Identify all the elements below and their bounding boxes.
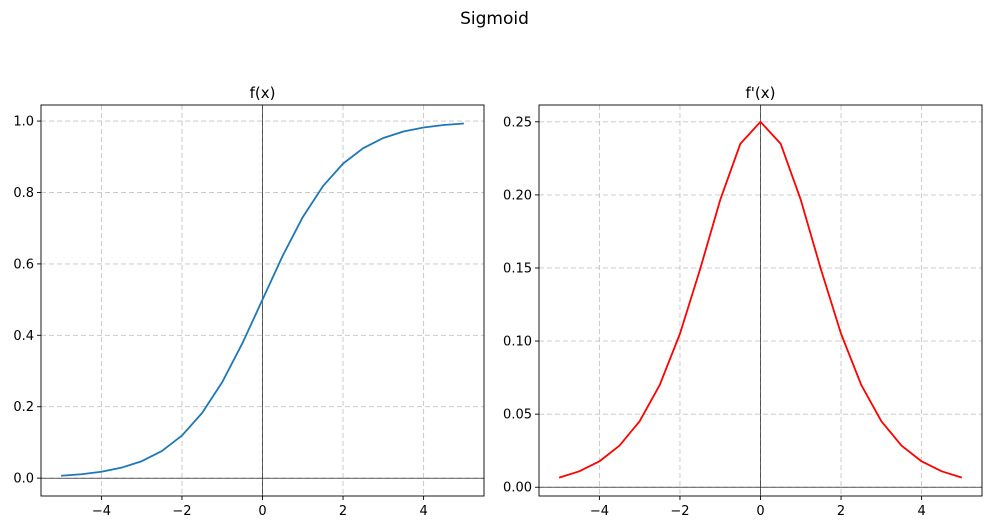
data-point [679, 333, 680, 334]
data-point [599, 461, 600, 462]
data-point [141, 461, 142, 462]
data-point [181, 435, 182, 436]
y-tick-label: 0.2 [13, 400, 34, 415]
data-point [921, 461, 922, 462]
subplot-sigmoid: −4 −2 0 2 4 0.0 0.2 0.4 0.6 0.8 1.0 f(x) [13, 84, 485, 519]
x-tick-label: −4 [92, 504, 111, 519]
data-point [302, 216, 303, 217]
figure-title: Sigmoid [460, 9, 529, 29]
data-point [901, 445, 902, 446]
x-tick-label: 0 [258, 504, 266, 519]
x-tick-label: −2 [670, 504, 689, 519]
y-tick-label: 0.4 [13, 329, 34, 344]
y-tick-label: 0.6 [13, 257, 34, 272]
x-tick-label: −2 [172, 504, 191, 519]
y-tick-label: 0.10 [503, 335, 532, 350]
data-point [840, 333, 841, 334]
data-point [760, 121, 761, 122]
data-point [780, 143, 781, 144]
data-point [820, 269, 821, 270]
x-tick-label: 4 [419, 504, 427, 519]
data-point [403, 131, 404, 132]
subplot-title: f'(x) [746, 84, 776, 102]
data-point [322, 186, 323, 187]
data-point [161, 450, 162, 451]
data-point [861, 384, 862, 385]
x-tick-label: 0 [756, 504, 764, 519]
data-point [881, 421, 882, 422]
series-line [61, 122, 464, 477]
data-point [639, 421, 640, 422]
data-point [941, 471, 942, 472]
data-point [463, 123, 464, 124]
data-point [423, 127, 424, 128]
data-point [619, 445, 620, 446]
data-point [201, 412, 202, 413]
x-tick-label: 2 [837, 504, 845, 519]
data-point [121, 467, 122, 468]
data-point [61, 475, 62, 476]
y-tick-label: 0.20 [503, 188, 532, 203]
data-point [559, 477, 560, 478]
data-point [659, 384, 660, 385]
x-tick-label: 4 [917, 504, 925, 519]
series-line [558, 120, 963, 479]
subplot-sigmoid-derivative: −4 −2 0 2 4 0.00 0.05 0.10 0.15 0.20 0.25 f'(x) [503, 84, 983, 519]
y-tick-label: 1.0 [13, 115, 34, 130]
data-point [720, 199, 721, 200]
y-tick-label: 0.05 [503, 408, 532, 423]
data-point [443, 124, 444, 125]
data-point [81, 474, 82, 475]
y-tick-label: 0.25 [503, 115, 532, 130]
y-tick-label: 0.15 [503, 261, 532, 276]
y-tick-label: 0.00 [503, 481, 532, 496]
y-tick-label: 0.0 [13, 472, 34, 487]
data-point [282, 255, 283, 256]
data-point [740, 143, 741, 144]
subplot-title: f(x) [250, 84, 276, 102]
data-point [101, 471, 102, 472]
data-point [699, 269, 700, 270]
x-tick-label: 2 [339, 504, 347, 519]
y-tick-label: 0.8 [13, 186, 34, 201]
data-point [242, 343, 243, 344]
x-tick-label: −4 [590, 504, 609, 519]
data-point [579, 471, 580, 472]
data-point [800, 199, 801, 200]
data-point [262, 299, 263, 300]
data-point [342, 163, 343, 164]
data-point [363, 148, 364, 149]
data-point [222, 382, 223, 383]
data-point [961, 477, 962, 478]
data-point [383, 137, 384, 138]
